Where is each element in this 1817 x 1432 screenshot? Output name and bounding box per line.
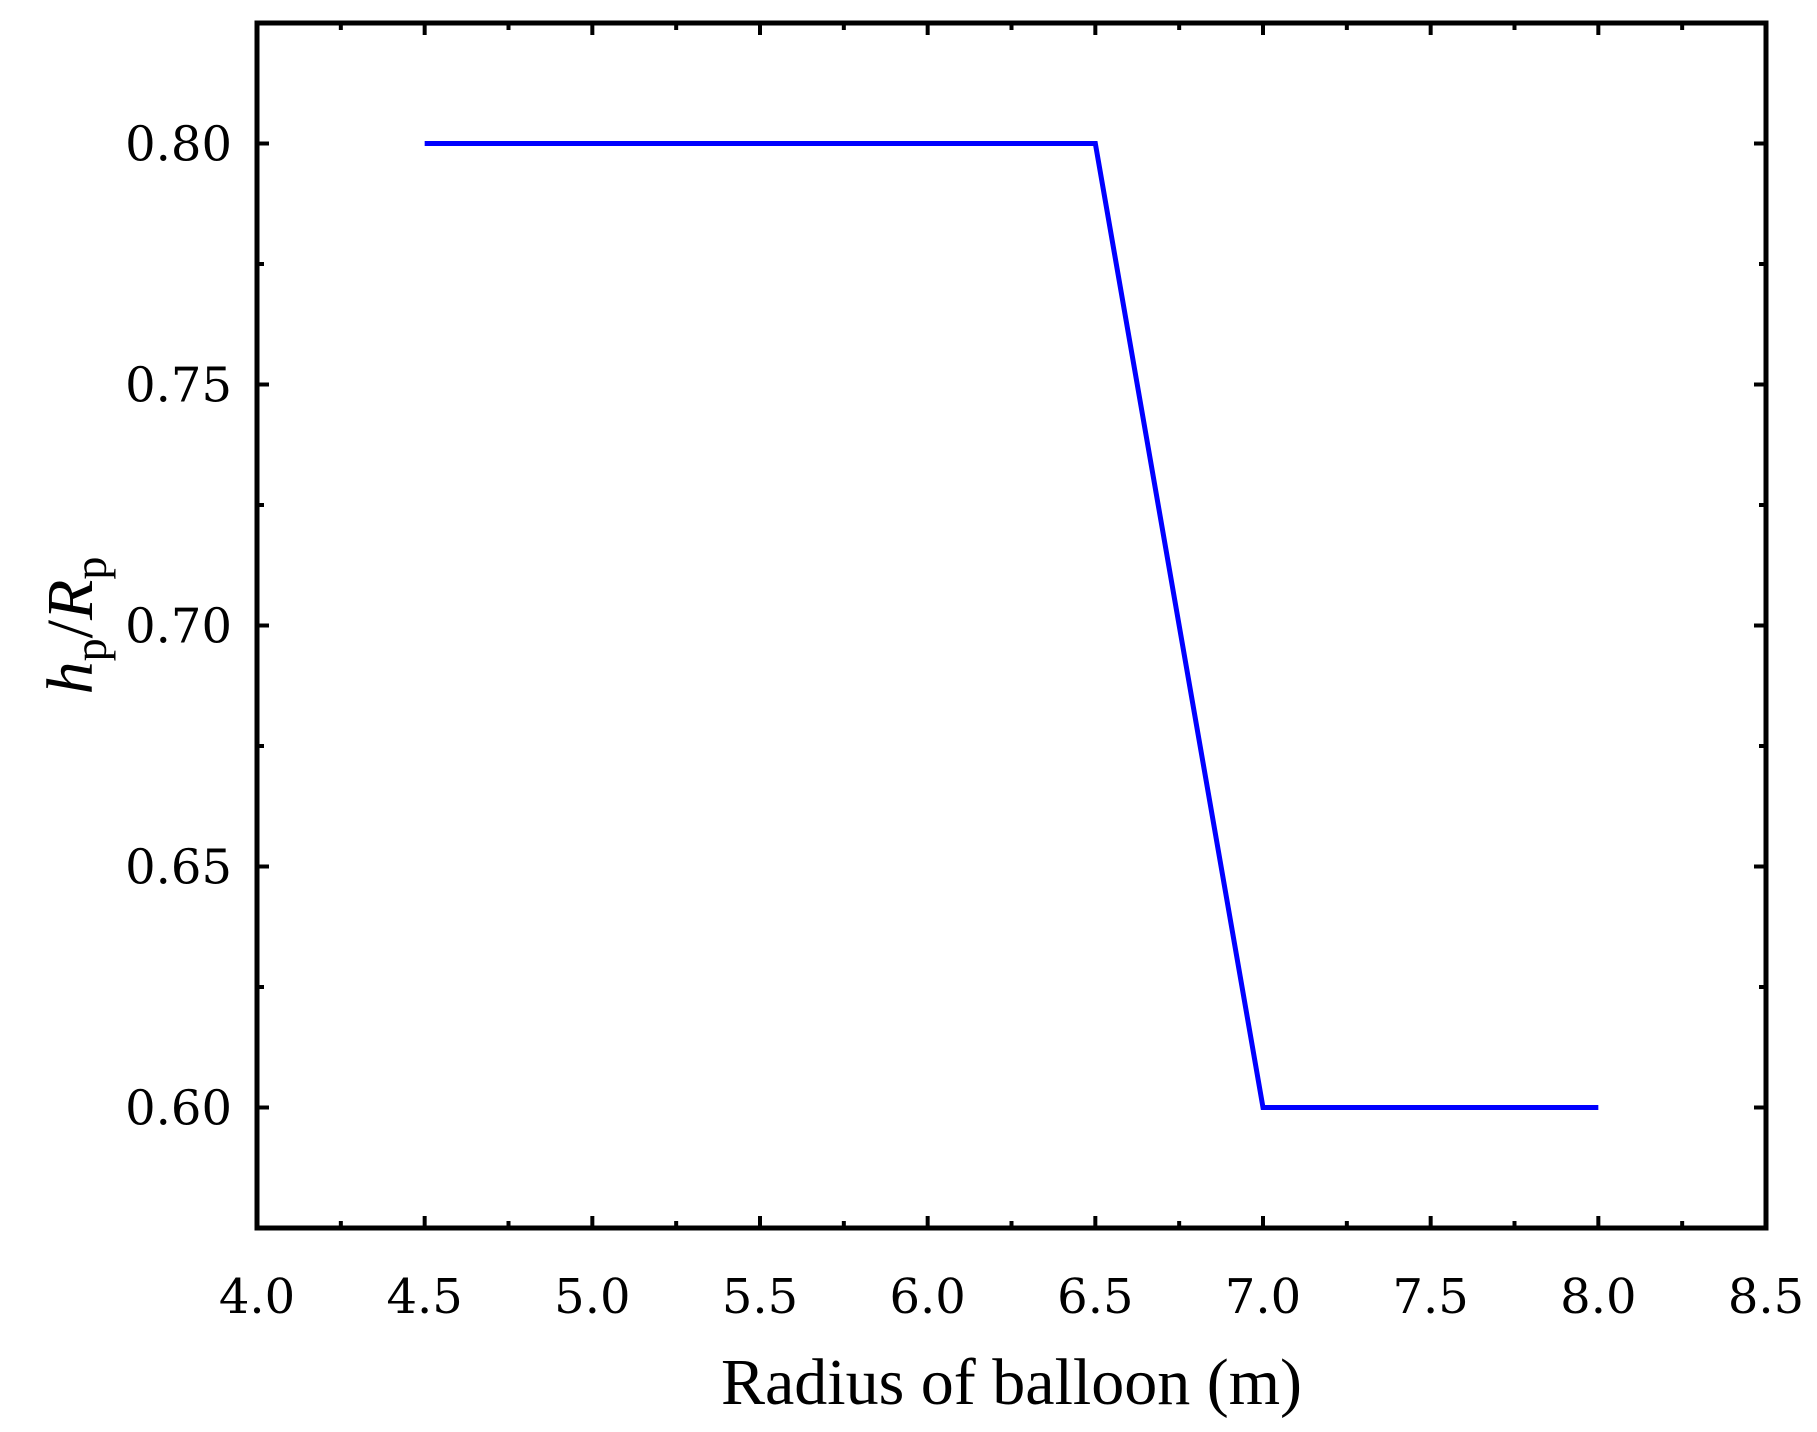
y-tick-label: 0.80: [125, 117, 232, 173]
x-axis-title: Radius of balloon (m): [721, 1346, 1302, 1419]
x-tick-label: 7.5: [1392, 1269, 1468, 1325]
x-tick-label: 8.0: [1560, 1269, 1636, 1325]
y-axis-title-base: h: [34, 661, 107, 694]
x-tick-label: 5.5: [722, 1269, 798, 1325]
y-tick-label: 0.65: [125, 840, 232, 896]
y-axis-title-denom-sub: p: [65, 557, 116, 580]
y-tick-label: 0.60: [125, 1081, 232, 1137]
x-tick-label: 8.5: [1728, 1269, 1804, 1325]
axis-ticks: [255, 23, 1768, 1228]
y-axis-title: hp/Rp: [34, 557, 116, 695]
y-axis-title-denom: R: [34, 580, 107, 621]
y-axis-title-slash: /: [34, 619, 107, 638]
x-tick-labels: 4.0 4.5 5.0 5.5 6.0 6.5 7.0 7.5 8.0 8.5: [219, 1269, 1804, 1325]
x-tick-label: 6.5: [1057, 1269, 1133, 1325]
x-tick-label: 4.5: [386, 1269, 462, 1325]
x-tick-label: 6.0: [889, 1269, 965, 1325]
series-layer: [424, 141, 1599, 1110]
plot-frame: [254, 20, 1769, 1231]
y-axis-title-base-sub: p: [65, 638, 116, 661]
y-tick-label: 0.75: [125, 358, 232, 414]
y-tick-label: 0.70: [125, 599, 232, 655]
x-tick-label: 7.0: [1225, 1269, 1301, 1325]
series-line: [424, 141, 1599, 1110]
y-tick-labels: 0.60 0.65 0.70 0.75 0.80: [125, 117, 232, 1137]
x-tick-label: 5.0: [554, 1269, 630, 1325]
x-tick-label: 4.0: [219, 1269, 295, 1325]
